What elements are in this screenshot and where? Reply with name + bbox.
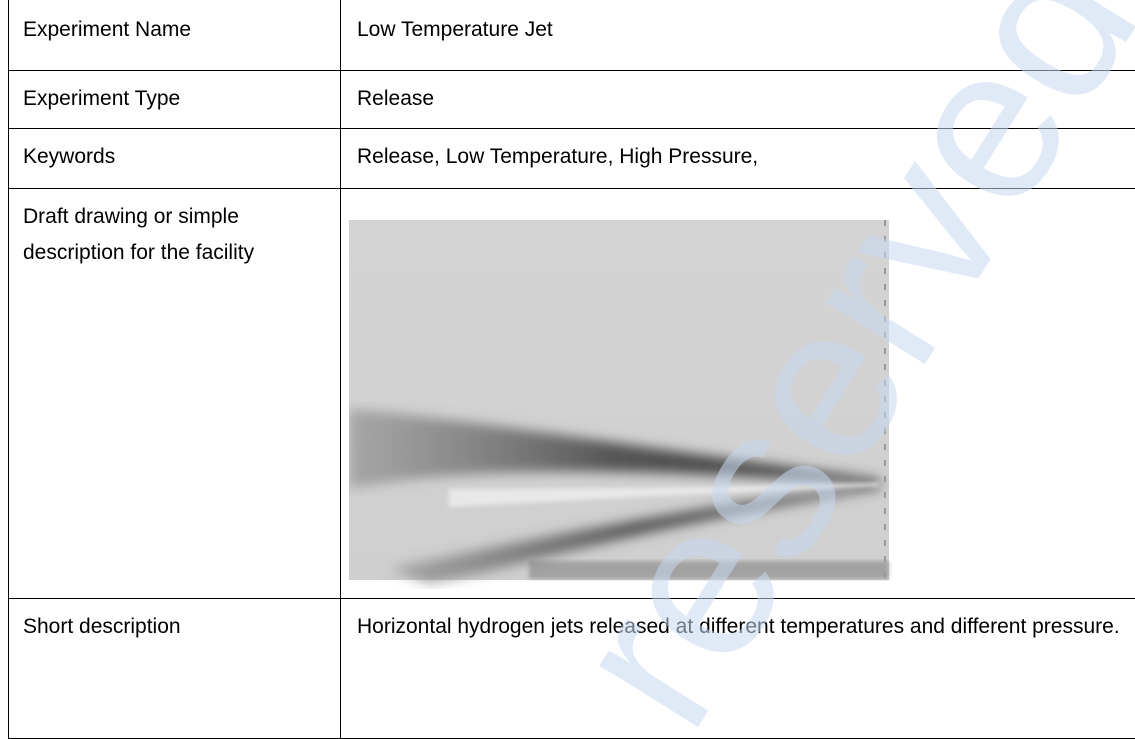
table-row: Draft drawing or simple description for …	[9, 189, 1135, 599]
table-row: Experiment Type Release	[9, 71, 1135, 129]
page: Experiment Name Low Temperature Jet Expe…	[0, 0, 1135, 737]
experiment-table: Experiment Name Low Temperature Jet Expe…	[8, 0, 1135, 739]
row-label: Short description	[9, 599, 341, 739]
table-row: Experiment Name Low Temperature Jet	[9, 0, 1135, 71]
row-value: Horizontal hydrogen jets released at dif…	[341, 599, 1135, 739]
table-row: Keywords Release, Low Temperature, High …	[9, 129, 1135, 189]
row-value: Low Temperature Jet	[341, 0, 1135, 71]
row-label: Draft drawing or simple description for …	[9, 189, 341, 599]
row-label: Experiment Type	[9, 71, 341, 129]
image-cell	[341, 189, 1135, 599]
jet-image	[349, 189, 909, 589]
table-row: Short description Horizontal hydrogen je…	[9, 599, 1135, 739]
row-value: Release	[341, 71, 1135, 129]
row-value: Release, Low Temperature, High Pressure,	[341, 129, 1135, 189]
row-label: Experiment Name	[9, 0, 341, 71]
row-label: Keywords	[9, 129, 341, 189]
image-noise	[529, 561, 889, 579]
